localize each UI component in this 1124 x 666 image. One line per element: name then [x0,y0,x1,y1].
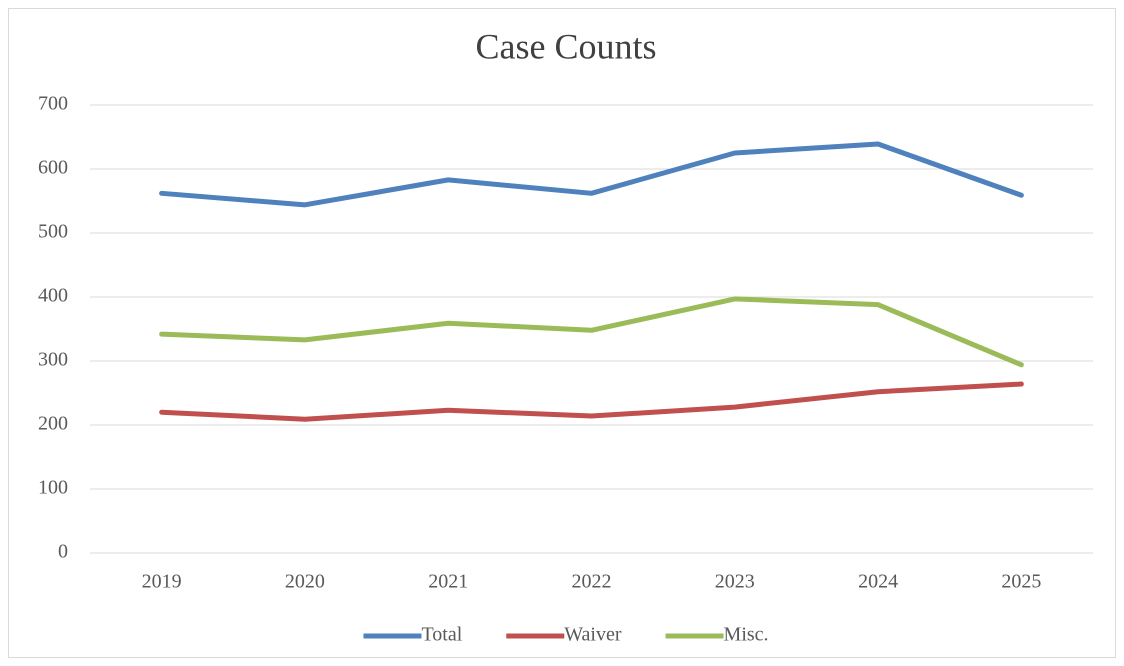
y-tick-label: 0 [58,541,68,563]
y-tick-label: 400 [38,285,68,307]
y-tick-label: 500 [38,221,68,243]
legend-label: Misc. [724,624,769,646]
y-tick-label: 100 [38,477,68,499]
x-tick-label: 2023 [715,571,755,593]
x-tick-label: 2022 [572,571,612,593]
legend-label: Waiver [564,624,622,646]
legend-label: Total [421,624,462,646]
data-line [159,141,1024,208]
y-tick-label: 600 [38,157,68,179]
chart-title: Case Counts [475,26,656,66]
x-tick-label: 2024 [858,571,898,593]
x-tick-label: 2021 [428,571,468,593]
y-tick-label: 300 [38,349,68,371]
data-line [159,381,1024,422]
x-tick-label: 2025 [1001,571,1041,593]
y-tick-label: 700 [38,93,68,115]
x-tick-label: 2020 [285,571,325,593]
x-tick-label: 2019 [142,571,182,593]
y-tick-label: 200 [38,413,68,435]
data-line [159,296,1024,368]
